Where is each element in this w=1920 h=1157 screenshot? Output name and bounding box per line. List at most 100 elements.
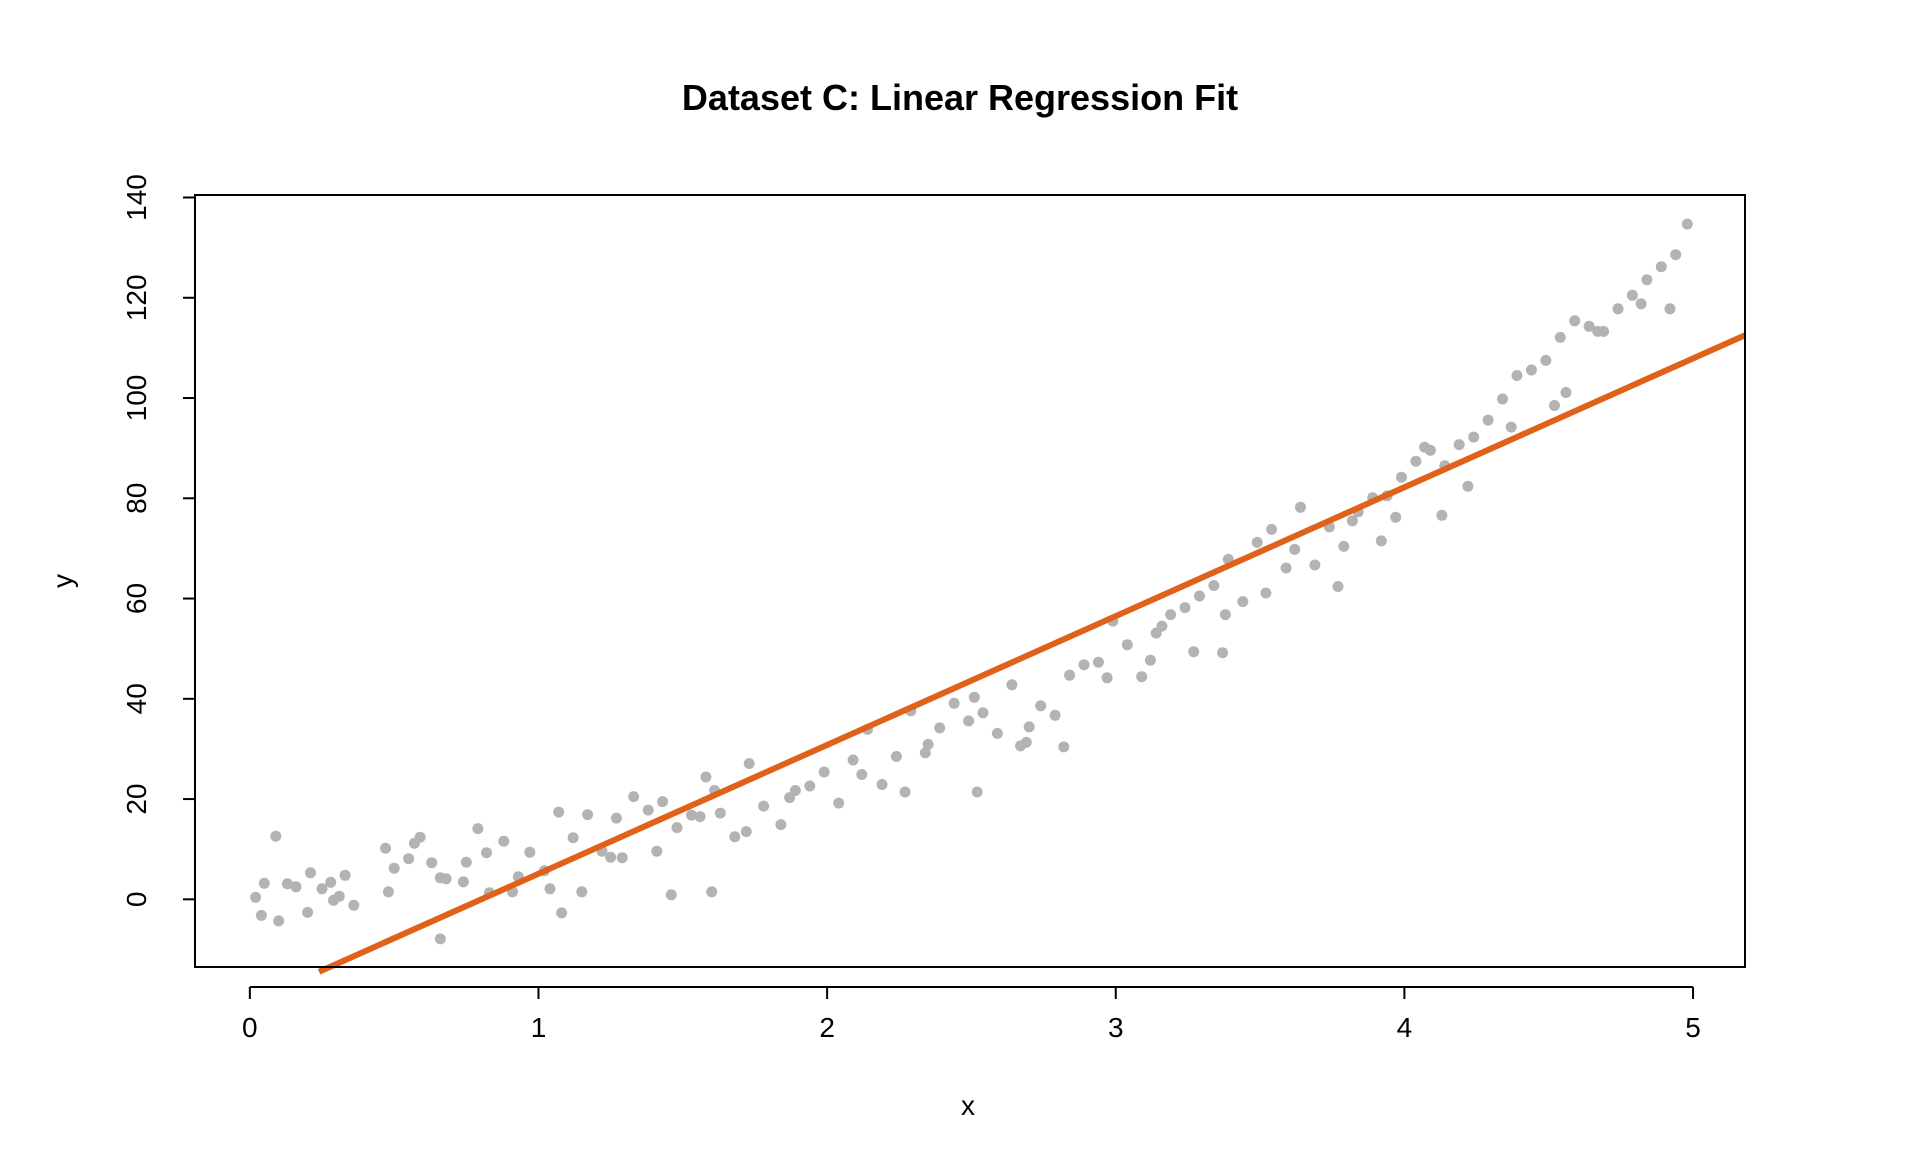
data-point [553,806,565,818]
data-point [833,797,845,809]
data-point [1260,587,1272,599]
x-tick-label: 2 [819,1012,835,1043]
y-tick-label: 120 [121,274,152,321]
data-point [1390,511,1402,523]
data-point [1208,580,1220,591]
data-point [1482,414,1494,426]
data-point [382,886,394,898]
data-point [1144,654,1156,666]
data-point [302,906,314,918]
data-point [1136,671,1148,683]
data-point [1237,596,1249,608]
data-point [1375,535,1387,547]
data-point [273,915,285,927]
data-point [856,769,868,780]
data-point [434,933,446,945]
data-point [971,786,983,798]
data-point [890,751,902,762]
data-point [1635,298,1647,310]
data-point [948,697,960,709]
data-point [784,792,796,804]
data-point [694,811,706,823]
data-point [556,907,568,919]
y-tick-label: 60 [121,583,152,614]
data-point [281,878,293,890]
data-point [1156,620,1168,632]
data-point [1419,441,1431,453]
data-point [1289,543,1301,555]
data-point [1049,709,1061,721]
data-point [758,800,770,812]
data-point [1560,387,1572,398]
plot-frame [194,194,1746,968]
data-point [1188,646,1200,658]
data-point [1332,581,1344,592]
data-point [339,869,351,881]
data-point [1078,659,1090,671]
data-point [1436,509,1448,521]
data-point [250,891,262,903]
data-point [686,809,697,821]
data-point [740,826,752,838]
data-point [1217,647,1229,659]
data-point [1338,540,1350,552]
data-point [1554,331,1566,343]
data-point [1219,609,1231,621]
data-point [255,909,267,921]
data-point [804,780,816,792]
regression-line [317,332,1747,975]
y-tick-label: 140 [121,174,152,221]
data-point [1569,315,1581,327]
data-point [1511,370,1523,381]
data-point [1092,656,1104,668]
data-point [481,847,492,859]
regression-fit [317,332,1747,975]
data-point [1540,354,1552,366]
data-point [1058,741,1070,753]
data-point [1064,669,1076,681]
data-point [472,823,484,835]
data-point [325,876,337,888]
data-point [1251,536,1263,548]
data-point [457,876,469,888]
data-point [616,852,628,864]
data-point [628,791,640,803]
y-tick-label: 40 [121,683,152,714]
data-point [1165,609,1177,621]
data-point [403,853,415,865]
data-point [1006,679,1018,691]
data-point [642,804,654,816]
data-point [1505,421,1517,433]
data-point [1179,602,1191,614]
data-point [1583,320,1595,332]
data-point [1410,455,1422,467]
data-point [1280,562,1292,574]
data-point [700,771,712,783]
data-point [1121,639,1133,651]
data-point [1101,672,1113,684]
data-point [657,796,669,808]
x-tick-label: 4 [1397,1012,1413,1043]
data-point [380,842,391,854]
data-point [876,779,888,790]
data-point [847,754,859,766]
data-point [922,738,934,750]
data-point [1612,303,1624,315]
data-point [305,867,316,879]
data-point [991,727,1003,739]
x-tick-label: 3 [1108,1012,1124,1043]
data-point [1670,249,1682,261]
y-axis-label: y [47,574,78,588]
data-point [1396,471,1407,483]
data-point [775,819,787,831]
data-point [316,883,328,895]
x-axis-label: x [961,1090,975,1121]
data-point [258,877,270,889]
data-point [460,856,472,868]
data-point [899,786,911,798]
y-tick-label: 20 [121,784,152,815]
data-point [934,722,946,734]
data-point [651,845,663,857]
data-point [1035,700,1047,712]
data-point [426,857,438,869]
